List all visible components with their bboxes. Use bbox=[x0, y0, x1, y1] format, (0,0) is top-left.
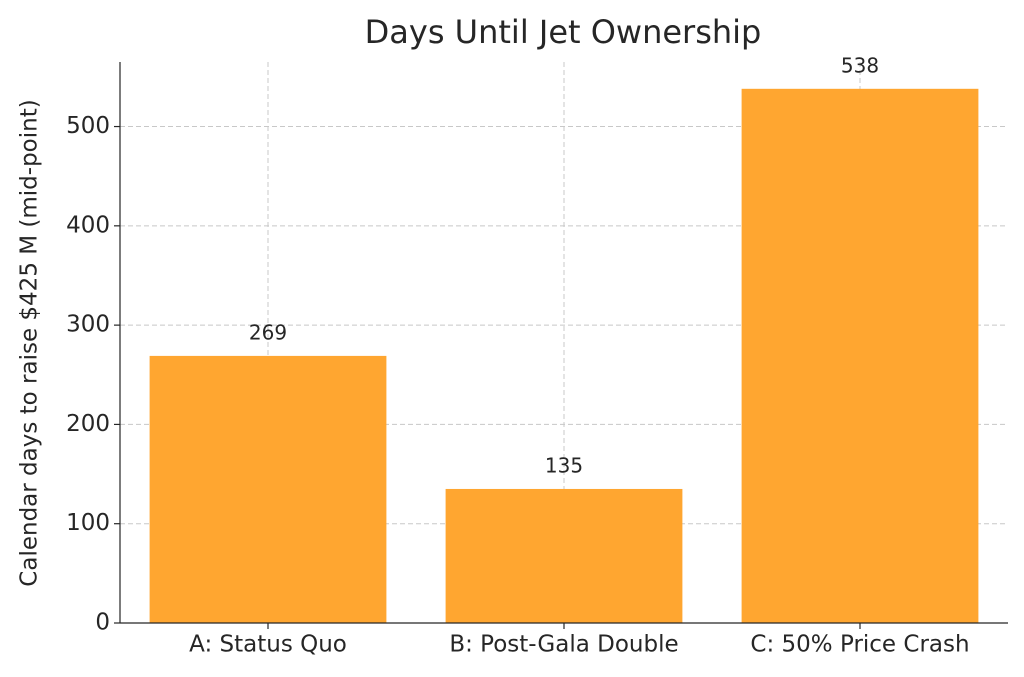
y-axis-label: Calendar days to raise $425 M (mid-point… bbox=[17, 99, 43, 586]
x-tick-label: C: 50% Price Crash bbox=[750, 632, 969, 658]
y-tick-label: 200 bbox=[66, 411, 110, 437]
y-tick-label: 500 bbox=[66, 113, 110, 139]
y-tick-label: 0 bbox=[95, 610, 110, 636]
bar bbox=[445, 488, 683, 623]
y-tick-label: 300 bbox=[66, 312, 110, 338]
value-label: 269 bbox=[249, 320, 287, 344]
y-tick-label: 100 bbox=[66, 510, 110, 536]
bar bbox=[741, 88, 979, 624]
y-tick-label: 400 bbox=[66, 212, 110, 238]
x-tick-label: B: Post-Gala Double bbox=[449, 632, 678, 658]
bar bbox=[149, 355, 387, 623]
chart-title: Days Until Jet Ownership bbox=[365, 13, 762, 51]
x-tick-label: A: Status Quo bbox=[189, 632, 347, 658]
value-label: 135 bbox=[545, 453, 583, 477]
value-label: 538 bbox=[841, 53, 879, 77]
